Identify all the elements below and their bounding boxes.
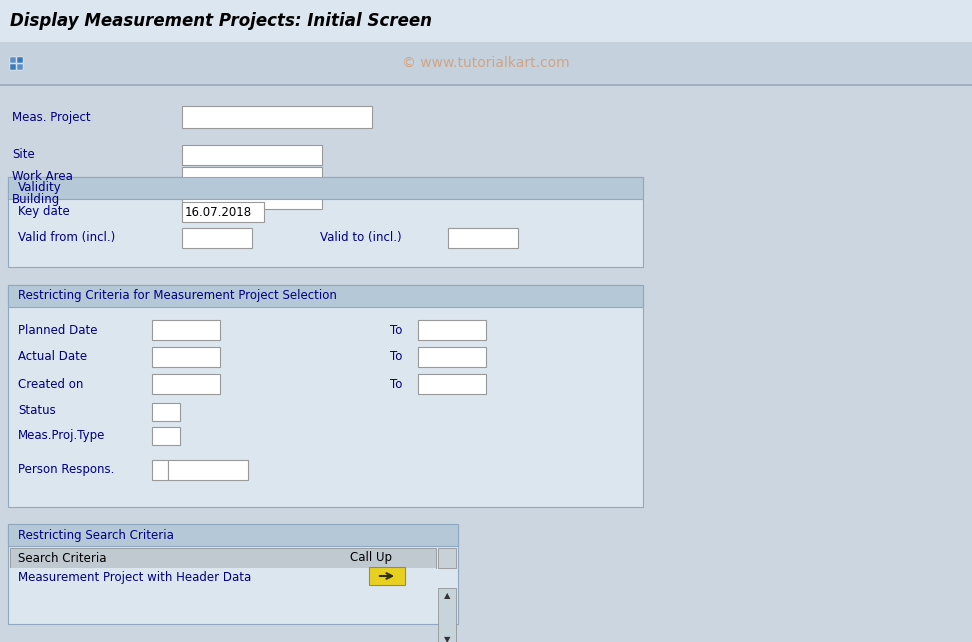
Text: To: To xyxy=(390,324,402,336)
Text: Search Criteria: Search Criteria xyxy=(18,551,107,564)
Bar xyxy=(10,568,436,588)
Bar xyxy=(182,202,264,222)
Bar xyxy=(438,588,456,642)
Text: Restricting Search Criteria: Restricting Search Criteria xyxy=(18,528,174,541)
Bar xyxy=(369,567,405,585)
Text: Validity: Validity xyxy=(18,182,62,195)
Text: Valid from (incl.): Valid from (incl.) xyxy=(18,232,116,245)
Bar xyxy=(418,347,486,367)
Bar xyxy=(152,374,220,394)
Text: Created on: Created on xyxy=(18,377,84,390)
Text: Restricting Criteria for Measurement Project Selection: Restricting Criteria for Measurement Pro… xyxy=(18,290,337,302)
Text: Planned Date: Planned Date xyxy=(18,324,97,336)
Bar xyxy=(152,460,168,480)
Bar xyxy=(8,524,458,624)
Text: Meas.Proj.Type: Meas.Proj.Type xyxy=(18,428,105,442)
Bar xyxy=(182,167,322,187)
Bar xyxy=(10,57,16,63)
Bar xyxy=(0,42,972,84)
Bar xyxy=(152,320,220,340)
Text: Site: Site xyxy=(12,148,35,162)
Bar xyxy=(168,460,248,480)
Bar xyxy=(8,285,643,507)
Bar xyxy=(8,177,643,199)
Bar xyxy=(448,228,518,248)
Bar xyxy=(438,548,456,568)
Bar xyxy=(418,320,486,340)
Bar xyxy=(17,64,23,70)
Text: Key date: Key date xyxy=(18,205,70,218)
Text: Valid to (incl.): Valid to (incl.) xyxy=(320,232,401,245)
Text: To: To xyxy=(390,377,402,390)
Text: Display Measurement Projects: Initial Screen: Display Measurement Projects: Initial Sc… xyxy=(10,12,432,30)
Text: Status: Status xyxy=(18,404,55,417)
Bar xyxy=(8,177,643,267)
Bar xyxy=(10,588,436,608)
Bar xyxy=(10,548,436,568)
Bar xyxy=(0,0,972,42)
Text: Measurement Project with Header Data: Measurement Project with Header Data xyxy=(18,571,251,584)
Bar xyxy=(152,403,180,421)
Text: Person Respons.: Person Respons. xyxy=(18,464,115,476)
Text: To: To xyxy=(390,351,402,363)
Bar xyxy=(152,347,220,367)
Bar xyxy=(418,374,486,394)
Text: 16.07.2018: 16.07.2018 xyxy=(185,205,252,218)
Bar xyxy=(17,57,23,63)
Bar xyxy=(8,524,458,546)
Bar xyxy=(182,189,322,209)
Text: Meas. Project: Meas. Project xyxy=(12,110,90,123)
Bar xyxy=(152,427,180,445)
Text: © www.tutorialkart.com: © www.tutorialkart.com xyxy=(402,56,570,70)
Text: ▲: ▲ xyxy=(444,591,450,600)
Text: ▼: ▼ xyxy=(444,636,450,642)
Bar xyxy=(182,145,322,165)
Text: Call Up: Call Up xyxy=(350,551,392,564)
Bar xyxy=(0,84,972,86)
Bar xyxy=(10,64,16,70)
Text: Actual Date: Actual Date xyxy=(18,351,87,363)
Bar xyxy=(0,86,972,642)
Bar xyxy=(182,228,252,248)
Bar xyxy=(182,106,372,128)
Bar xyxy=(8,285,643,307)
Text: Work Area: Work Area xyxy=(12,171,73,184)
Text: Building: Building xyxy=(12,193,60,205)
